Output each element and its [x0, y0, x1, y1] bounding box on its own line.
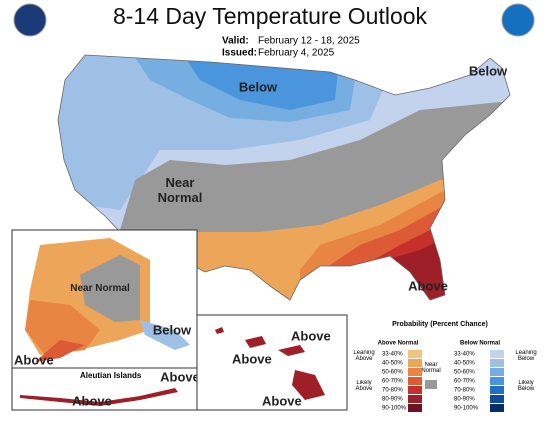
valid-label: Valid:: [222, 36, 249, 47]
legend-swatch: [408, 368, 422, 376]
map-label: Above: [160, 369, 200, 384]
region: [215, 327, 224, 334]
legend-swatch: [490, 350, 504, 358]
legend-range: 50-60%: [382, 370, 403, 376]
legend-swatch: [425, 380, 437, 389]
map-label-box: Near Normal: [157, 175, 203, 205]
legend-swatch: [490, 395, 504, 403]
legend-swatch: [490, 404, 504, 412]
region: [140, 320, 190, 350]
legend-group: Likely Above: [355, 380, 373, 392]
title: 8-14 Day Temperature Outlook: [113, 3, 428, 29]
legend-swatch: [490, 368, 504, 376]
legend-above-title: Above Normal: [378, 341, 419, 347]
region: [120, 100, 510, 240]
doc-logo: [13, 3, 47, 37]
legend-group-box: Leaning Below: [515, 350, 537, 362]
map-label: Near Normal: [70, 283, 130, 294]
region: [292, 370, 325, 400]
map-label: Below: [239, 79, 278, 94]
legend-group: Likely Below: [517, 380, 535, 392]
region: [35, 340, 85, 362]
legend-swatch: [490, 359, 504, 367]
legend-group: Leaning Above: [353, 350, 375, 362]
legend-swatch: [408, 350, 422, 358]
noaa-logo: [501, 3, 535, 37]
legend-group-box: Likely Above: [355, 380, 373, 392]
map-label-box: Near Normal: [70, 283, 130, 294]
legend-group-box: Leaning Above: [353, 350, 375, 362]
legend-range: 33-40%: [454, 352, 475, 358]
legend-range: 70-80%: [454, 388, 475, 394]
legend-swatch: [408, 395, 422, 403]
issued-label: Issued:: [222, 48, 257, 59]
legend-range: 70-80%: [382, 388, 403, 394]
legend-range: 60-70%: [382, 379, 403, 385]
region: [25, 300, 100, 355]
region: [245, 336, 266, 348]
aleutian-title: Aleutian Islands: [80, 371, 142, 380]
legend-range: 40-50%: [382, 361, 403, 367]
legend-swatch: [490, 386, 504, 394]
map-label: Above: [232, 351, 272, 366]
region: [278, 345, 305, 356]
legend-swatch: [490, 377, 504, 385]
valid-date: February 12 - 18, 2025: [258, 36, 360, 47]
map-label: Above: [408, 278, 448, 293]
legend-title: Probability (Percent Chance): [392, 321, 488, 328]
legend-range: 80-90%: [382, 397, 403, 403]
map-label: Above: [291, 328, 331, 343]
map-label: Below: [469, 63, 508, 78]
legend-group-box: Likely Below: [517, 380, 535, 392]
legend-below-title: Below Normal: [460, 341, 500, 347]
map-label: Above: [14, 352, 54, 367]
legend-swatch: [408, 359, 422, 367]
region: [80, 255, 140, 322]
legend-range: 80-90%: [454, 397, 475, 403]
legend-range: 50-60%: [454, 370, 475, 376]
map-label: Above: [72, 393, 112, 408]
legend-swatch: [408, 404, 422, 412]
legend-group: Leaning Below: [515, 350, 537, 362]
legend-near-title: Near Normal: [421, 362, 441, 374]
legend-swatch: [408, 386, 422, 394]
region: [20, 388, 178, 406]
legend-range: 60-70%: [454, 379, 475, 385]
map-label: Above: [262, 393, 302, 408]
legend-range: 40-50%: [454, 361, 475, 367]
legend-range: 33-40%: [382, 352, 403, 358]
legend: Probability (Percent Chance) Above Norma…: [353, 321, 537, 412]
legend-range: 90-100%: [382, 406, 407, 412]
legend-range: 90-100%: [454, 406, 479, 412]
legend-swatch: [408, 377, 422, 385]
map-label: Near Normal: [157, 175, 203, 205]
legend-near-box: Near Normal: [421, 362, 441, 374]
map-label: Below: [153, 322, 192, 337]
issued-date: February 4, 2025: [258, 48, 335, 59]
